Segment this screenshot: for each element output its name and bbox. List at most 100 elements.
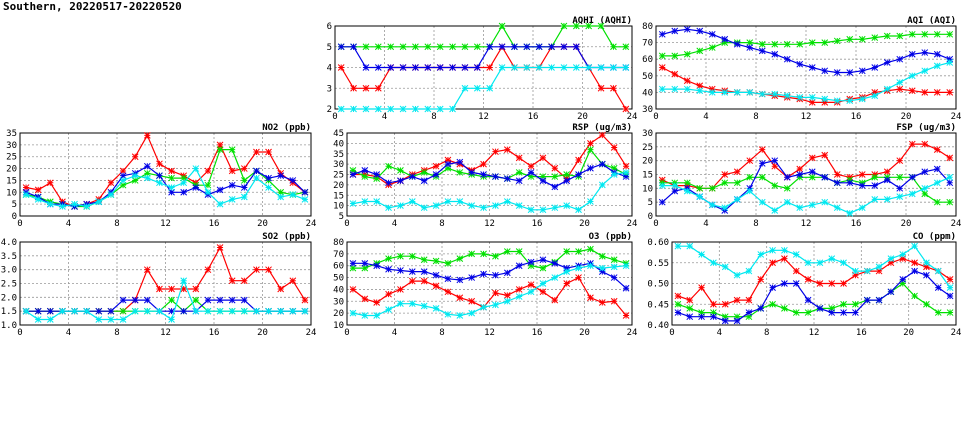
- so2-red-point: [156, 285, 163, 293]
- aqi-blue-point: [821, 67, 829, 75]
- no2-green-point: [119, 181, 127, 189]
- no2-cyan-point: [46, 200, 54, 208]
- so2-red-point: [204, 266, 212, 274]
- so2-x-tick-label: 24: [306, 328, 317, 338]
- o3-red-point: [432, 282, 440, 290]
- o3-blue-point: [373, 262, 381, 270]
- fsp-cyan-point: [783, 198, 791, 206]
- rsp-y-tick-label: 15: [333, 191, 344, 201]
- fsp-y-tick-label: 25: [642, 143, 653, 153]
- aqi-cyan-point: [721, 89, 729, 96]
- fsp-blue-point: [833, 179, 841, 187]
- aqhi-green-point: [610, 43, 617, 51]
- aqi-x-tick-label: 16: [851, 112, 862, 122]
- aqi-chart: 0 4 8 12 16 20 24 30 40 50 60 70 80 AQI (AQI): [642, 16, 961, 122]
- no2-red-point: [107, 179, 115, 187]
- so2-red-point: [240, 277, 248, 285]
- so2-red-point: [277, 285, 285, 293]
- o3-x-tick-label: 24: [627, 328, 638, 338]
- co-series-cyan: [674, 242, 954, 292]
- fsp-x-tick-label: 12: [801, 219, 812, 229]
- co-green-point: [828, 305, 836, 312]
- co-blue-point: [710, 313, 717, 321]
- o3-red-point: [468, 297, 476, 305]
- aqi-y-tick-label: 70: [642, 39, 653, 49]
- fsp-blue-point: [921, 168, 929, 176]
- co-y-tick-label: 0.40: [647, 321, 669, 331]
- no2-plot-frame: [19, 132, 312, 217]
- no2-green-point: [216, 146, 224, 153]
- aqi-green-point: [771, 40, 779, 48]
- co-blue-point: [804, 296, 812, 304]
- rsp-cyan-point: [349, 200, 357, 207]
- aqhi-red-point: [486, 64, 494, 71]
- co-green-point: [721, 313, 729, 321]
- fsp-red-point: [858, 171, 866, 178]
- o3-x-tick-label: 8: [439, 328, 444, 338]
- aqi-cyan-point: [796, 94, 804, 101]
- no2-cyan-point: [265, 184, 272, 191]
- so2-green-point: [119, 307, 127, 315]
- no2-red-point: [228, 167, 236, 175]
- so2-cyan-point: [265, 307, 272, 315]
- co-blue-point: [721, 317, 729, 325]
- aqi-cyan-point: [708, 89, 716, 96]
- rsp-cyan-point: [432, 202, 440, 209]
- fsp-blue-point: [783, 173, 791, 181]
- co-red-point: [721, 300, 729, 308]
- so2-cyan-point: [95, 316, 103, 323]
- co-red-point: [804, 275, 812, 283]
- o3-blue-point: [515, 262, 523, 270]
- fsp-cyan-point: [671, 182, 679, 189]
- aqi-y-tick-label: 60: [642, 55, 653, 65]
- aqhi-green-point: [436, 43, 444, 51]
- fsp-green-point: [871, 173, 879, 181]
- rsp-blue-point: [515, 177, 523, 185]
- so2-y-tick-label: 3.0: [1, 266, 17, 276]
- o3-green-point: [468, 250, 476, 258]
- so2-cyan-point: [59, 307, 66, 315]
- aqhi-blue-point: [486, 43, 494, 51]
- so2-x-tick-label: 8: [114, 328, 119, 338]
- aqi-cyan-point: [933, 62, 941, 70]
- rsp-red-point: [527, 162, 535, 170]
- no2-cyan-point: [168, 184, 175, 191]
- rsp-blue-point: [456, 158, 464, 166]
- aqi-green-point: [833, 37, 841, 45]
- aqhi-green-point: [449, 43, 456, 51]
- fsp-green-point: [696, 184, 704, 192]
- so2-blue-point: [228, 296, 236, 304]
- co-y-tick-label: 0.55: [647, 259, 669, 269]
- aqi-cyan-point: [883, 85, 891, 93]
- o3-blue-point: [397, 267, 404, 274]
- page-title: Southern, 20220517-20220520: [3, 0, 182, 13]
- co-red-point: [698, 284, 705, 292]
- rsp-cyan-point: [575, 206, 582, 214]
- fsp-green-point: [733, 179, 741, 187]
- rsp-green-point: [444, 164, 452, 172]
- aqi-x-tick-label: 12: [801, 112, 812, 122]
- no2-red-point: [204, 167, 212, 175]
- no2-cyan-point: [22, 191, 30, 199]
- aqi-series-cyan: [658, 59, 954, 105]
- co-cyan-point: [698, 251, 705, 258]
- co-blue-point: [686, 313, 694, 321]
- aqhi-y-tick-label: 4: [327, 64, 332, 74]
- aqi-red-point: [671, 70, 679, 78]
- rsp-y-tick-label: 5: [339, 212, 344, 222]
- so2-blue-point: [168, 307, 175, 315]
- co-red-point: [733, 296, 741, 304]
- aqhi-red-point: [337, 64, 345, 71]
- aqhi-blue-point: [498, 43, 506, 51]
- fsp-cyan-point: [808, 201, 816, 209]
- rsp-title: RSP (ug/m3): [572, 123, 632, 133]
- aqhi-cyan-point: [523, 64, 531, 71]
- aqi-cyan-point: [871, 92, 879, 100]
- fsp-x-tick-label: 4: [703, 219, 708, 229]
- no2-x-tick-label: 8: [114, 219, 119, 229]
- so2-red-point: [228, 277, 236, 285]
- so2-y-tick-label: 4.0: [1, 238, 17, 248]
- o3-blue-point: [349, 259, 357, 267]
- aqi-green-point: [908, 30, 916, 38]
- o3-cyan-point: [468, 309, 476, 317]
